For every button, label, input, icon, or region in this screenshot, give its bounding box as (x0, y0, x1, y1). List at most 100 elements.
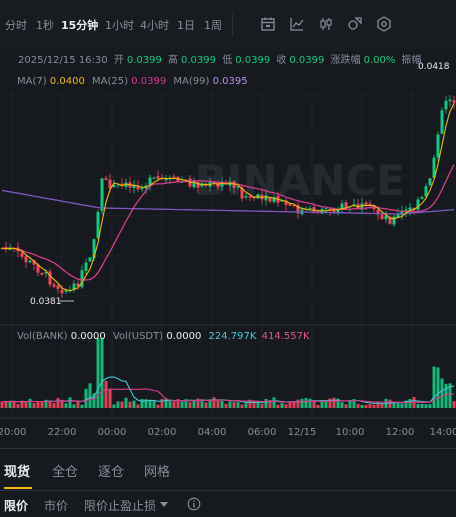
candle (56, 285, 60, 289)
timeframe-1d[interactable]: 1日 (177, 19, 195, 32)
volume-bars (0, 338, 456, 408)
vol-ma10-value: 414.557K (261, 331, 310, 342)
candle (284, 200, 288, 205)
volume-bar (24, 401, 28, 408)
candle (380, 214, 384, 220)
timeframe-1s[interactable]: 1秒 (36, 19, 54, 32)
ma-legend: MA(7) 0.0400 MA(25) 0.0399 MA(99) 0.0395 (0, 74, 248, 90)
timeframe-4h[interactable]: 4小时 (140, 19, 169, 32)
volume-bar (312, 401, 316, 408)
candle (440, 110, 444, 134)
volume-bar (52, 403, 56, 408)
volume-bar (172, 401, 176, 408)
volume-bar (328, 398, 332, 408)
timeframe-time[interactable]: 分时 (5, 19, 27, 32)
tab-cross-margin[interactable]: 全仓 (52, 465, 79, 480)
candle (76, 283, 80, 287)
candle (248, 196, 252, 198)
ma25-value: 0.0399 (131, 76, 167, 87)
volume-bar (120, 401, 124, 408)
volume-bar (60, 399, 64, 408)
candle (84, 262, 88, 271)
volume-bar (212, 397, 216, 408)
candle (120, 183, 124, 186)
amplitude-label: 振幅 (401, 55, 422, 66)
tab-isolated-margin[interactable]: 逐仓 (98, 465, 125, 480)
calendar-icon[interactable] (260, 16, 276, 32)
volume-bar (292, 402, 296, 408)
tab-limit[interactable]: 限价 (4, 499, 29, 513)
volume-bar (48, 401, 52, 408)
tab-grid[interactable]: 网格 (144, 465, 171, 480)
volume-bar (200, 399, 204, 408)
volume-bar (352, 399, 356, 408)
time-tick-label: 14:00 (430, 427, 456, 438)
candle (100, 178, 104, 211)
candle (428, 178, 432, 186)
tab-stop-limit[interactable]: 限价止盈止损 (84, 499, 157, 513)
vol-bank-value: 0.0000 (70, 331, 106, 342)
info-icon[interactable] (187, 497, 201, 511)
volume-bar (320, 401, 324, 408)
volume-bar (184, 399, 188, 408)
time-tick-label: 04:00 (198, 427, 227, 438)
volume-legend: Vol(BANK) 0.0000 Vol(USDT) 0.0000 224.79… (0, 329, 310, 345)
timeframe-1w[interactable]: 1周 (204, 19, 222, 32)
volume-bar (224, 403, 228, 408)
active-tab-indicator (4, 487, 32, 489)
shapes-icon[interactable] (347, 16, 363, 32)
volume-bar (36, 401, 40, 408)
candle (452, 100, 456, 104)
volume-bar (296, 399, 300, 408)
volume-bar (280, 402, 284, 408)
volume-bar (316, 404, 320, 408)
candle (308, 208, 312, 210)
volume-bar (136, 404, 140, 408)
ma7-value: 0.0400 (49, 76, 85, 87)
candle-type-icon[interactable] (318, 16, 334, 32)
ma7-label: MA(7) (17, 76, 47, 87)
timeframe-15m[interactable]: 15分钟 (61, 19, 99, 32)
candle (4, 246, 8, 250)
volume-bar (376, 402, 380, 408)
chevron-down-icon[interactable] (160, 502, 168, 508)
volume-bar (220, 400, 224, 408)
candle (36, 264, 40, 273)
candle (432, 157, 436, 178)
volume-bar (124, 397, 128, 408)
volume-bar (432, 366, 436, 408)
candle (164, 178, 168, 181)
tab-market[interactable]: 市价 (44, 499, 69, 513)
indicator-icon[interactable] (289, 16, 305, 32)
candlestick-chart[interactable]: BINANCE 0.0381 0.0418 20:00 22:00 00:00 02:… (0, 0, 456, 448)
tab-spot[interactable]: 现货 (4, 465, 31, 480)
open-value: 0.0399 (126, 55, 162, 66)
candle (412, 207, 416, 210)
volume-bar (144, 399, 148, 408)
candle (416, 199, 420, 210)
volume-bar (92, 393, 96, 408)
volume-bar (4, 401, 8, 408)
volume-bar (252, 401, 256, 408)
volume-bar (388, 399, 392, 408)
time-tick-label: 10:00 (336, 427, 365, 438)
candle (268, 196, 272, 202)
volume-bar (208, 399, 212, 408)
candle (332, 209, 336, 212)
candle (80, 270, 84, 288)
candle (148, 177, 152, 186)
timeframe-1h[interactable]: 1小时 (105, 19, 134, 32)
ma7-line (1, 103, 455, 292)
low-price-marker: 0.0381 (30, 297, 74, 307)
ma99-value: 0.0395 (212, 76, 248, 87)
candle (336, 209, 340, 214)
candle (136, 185, 140, 190)
volume-bar (192, 399, 196, 408)
volume-bar (76, 401, 80, 408)
volume-bar (236, 402, 240, 408)
candle (104, 178, 108, 181)
candle (32, 260, 36, 265)
volume-bar (164, 398, 168, 408)
settings-icon[interactable] (376, 16, 392, 32)
high-label: 高 (168, 55, 179, 66)
